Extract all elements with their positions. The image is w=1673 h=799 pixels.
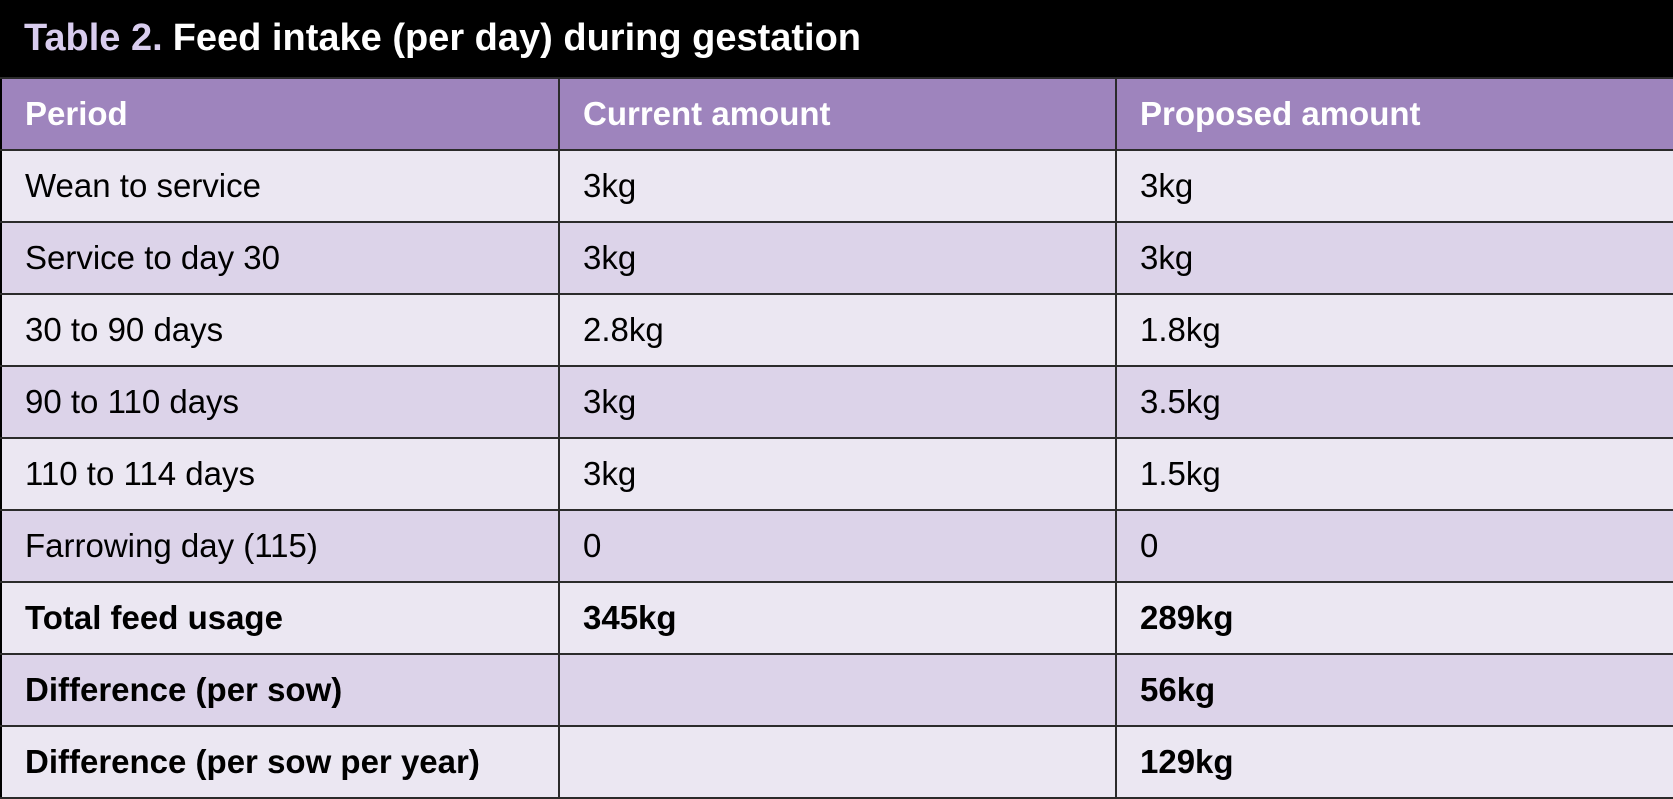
table-row: Difference (per sow per year) 129kg <box>0 725 1673 799</box>
column-header: Proposed amount <box>1115 77 1673 151</box>
table-cell: 3kg <box>558 149 1117 223</box>
table-cell: Farrowing day (115) <box>0 509 560 583</box>
table-cell: 110 to 114 days <box>0 437 560 511</box>
table-cell: 1.8kg <box>1115 293 1673 367</box>
table-cell: 90 to 110 days <box>0 365 560 439</box>
table-cell: Difference (per sow) <box>0 653 560 727</box>
table-cell: Service to day 30 <box>0 221 560 295</box>
table-row: Wean to service 3kg 3kg <box>0 149 1673 223</box>
table-cell: 3kg <box>558 365 1117 439</box>
table-cell: 3kg <box>1115 149 1673 223</box>
table-row: 30 to 90 days 2.8kg 1.8kg <box>0 293 1673 367</box>
table-cell: Total feed usage <box>0 581 560 655</box>
table-cell: 289kg <box>1115 581 1673 655</box>
table-cell: 3kg <box>1115 221 1673 295</box>
table-cell: 3kg <box>558 437 1117 511</box>
table-cell: 3kg <box>558 221 1117 295</box>
table-cell: 56kg <box>1115 653 1673 727</box>
table-title: Feed intake (per day) during gestation <box>172 17 862 59</box>
table-row: 90 to 110 days 3kg 3.5kg <box>0 365 1673 439</box>
header-row: Period Current amount Proposed amount <box>0 77 1673 151</box>
table-cell: 3.5kg <box>1115 365 1673 439</box>
column-header: Period <box>0 77 560 151</box>
feed-table: Period Current amount Proposed amount Wean… <box>0 77 1673 799</box>
table-label: Table 2. <box>24 17 163 59</box>
table-cell: 129kg <box>1115 725 1673 799</box>
table-cell: 30 to 90 days <box>0 293 560 367</box>
table-cell <box>558 725 1117 799</box>
table-row: Farrowing day (115) 0 0 <box>0 509 1673 583</box>
table-cell: Wean to service <box>0 149 560 223</box>
table-row: Service to day 30 3kg 3kg <box>0 221 1673 295</box>
column-header: Current amount <box>558 77 1117 151</box>
title-bar: Table 2. Feed intake (per day) during ge… <box>0 0 1673 77</box>
table-cell: 0 <box>1115 509 1673 583</box>
table-cell: Difference (per sow per year) <box>0 725 560 799</box>
table-row: Difference (per sow) 56kg <box>0 653 1673 727</box>
table-cell: 2.8kg <box>558 293 1117 367</box>
table-cell <box>558 653 1117 727</box>
table-cell: 1.5kg <box>1115 437 1673 511</box>
table-row: Total feed usage 345kg 289kg <box>0 581 1673 655</box>
table-cell: 0 <box>558 509 1117 583</box>
table-cell: 345kg <box>558 581 1117 655</box>
table-row: 110 to 114 days 3kg 1.5kg <box>0 437 1673 511</box>
